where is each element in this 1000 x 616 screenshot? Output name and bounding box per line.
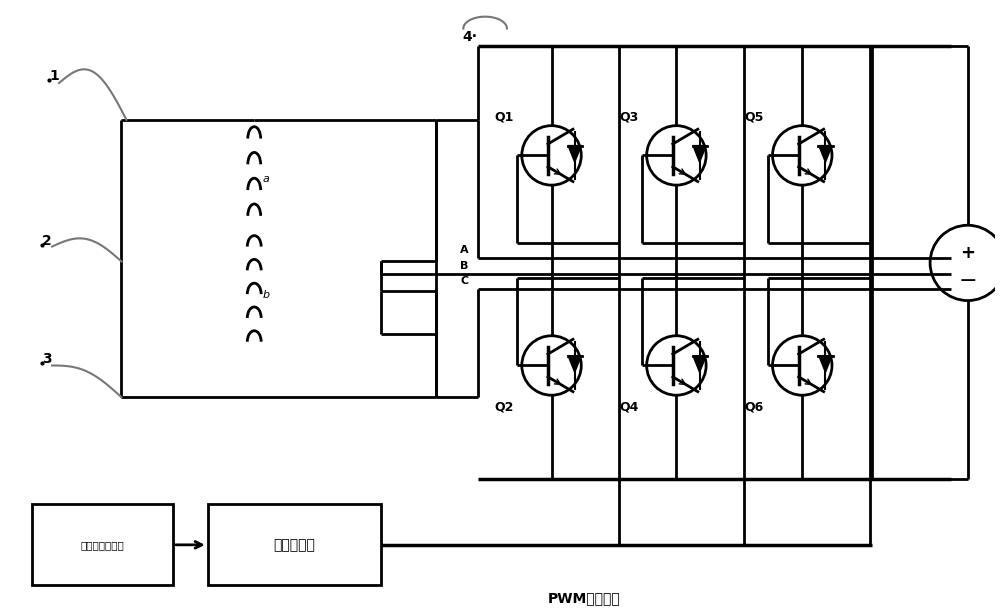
Text: C: C: [460, 276, 468, 286]
Text: Q1: Q1: [494, 111, 513, 124]
Text: Q5: Q5: [745, 111, 764, 124]
Text: Q2: Q2: [494, 400, 513, 413]
Text: 4·: 4·: [462, 30, 477, 44]
Polygon shape: [568, 355, 581, 372]
Text: Q6: Q6: [745, 400, 764, 413]
Polygon shape: [693, 145, 706, 162]
Text: B: B: [460, 261, 468, 271]
Text: b: b: [262, 290, 269, 300]
Text: +: +: [960, 244, 975, 262]
Bar: [32, 505, 173, 585]
Text: 控制器程序: 控制器程序: [273, 538, 315, 552]
Text: Q3: Q3: [619, 111, 638, 124]
Text: Q4: Q4: [619, 400, 638, 413]
Text: 1: 1: [49, 69, 59, 83]
Polygon shape: [819, 145, 832, 162]
Text: 3: 3: [42, 352, 52, 367]
Text: PWM控制信号: PWM控制信号: [548, 591, 621, 606]
Text: −: −: [958, 271, 977, 291]
Text: A: A: [460, 246, 468, 256]
Text: 转子位置传感器: 转子位置传感器: [81, 540, 124, 550]
Bar: [208, 505, 381, 585]
Text: 2: 2: [42, 233, 52, 248]
Text: a: a: [262, 174, 269, 184]
Polygon shape: [568, 145, 581, 162]
Polygon shape: [819, 355, 832, 372]
Polygon shape: [693, 355, 706, 372]
